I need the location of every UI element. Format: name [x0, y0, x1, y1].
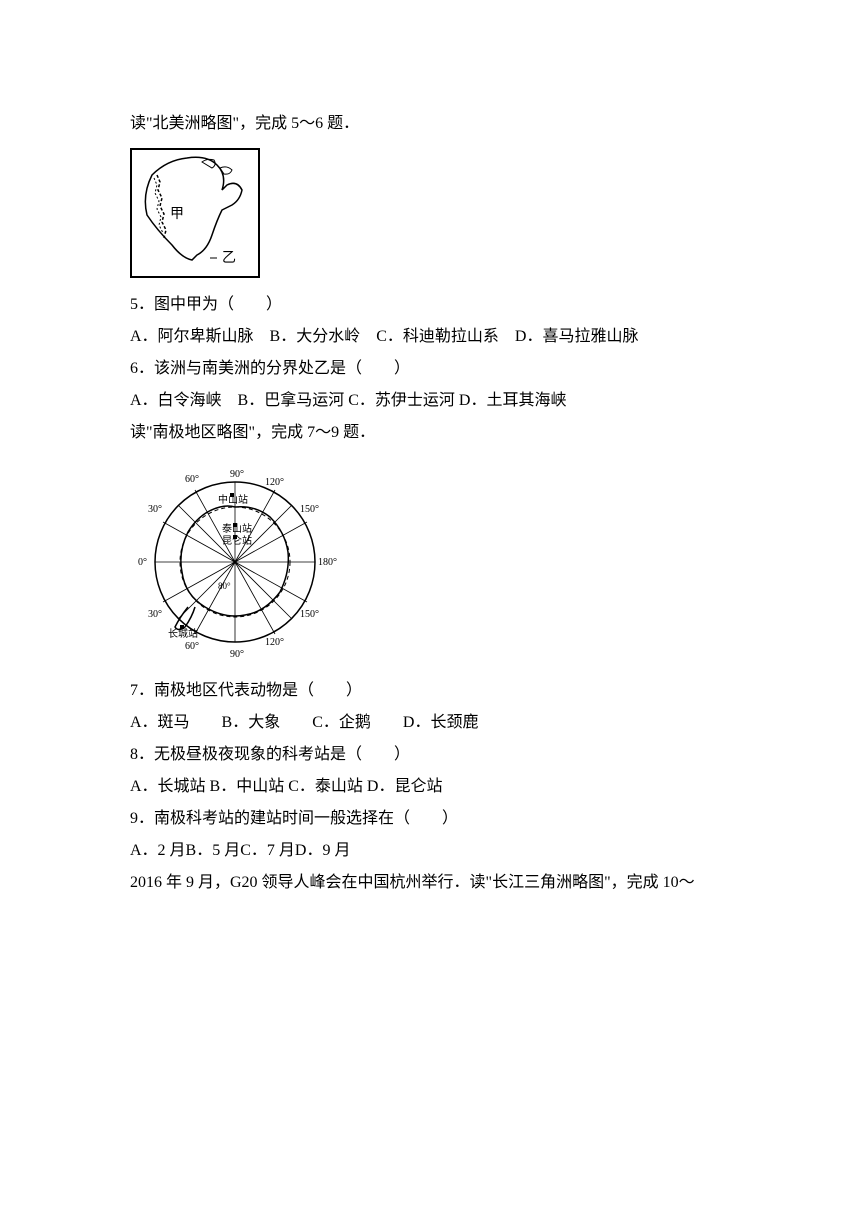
lon-120-tr: 120°: [265, 477, 284, 488]
q7-options: A．斑马 B．大象 C．企鹅 D．长颈鹿: [130, 707, 730, 739]
marker-taishan: [233, 523, 237, 527]
lon-60-bl: 60°: [185, 641, 199, 652]
lon-90-top: 90°: [230, 469, 244, 480]
q5-stem: 5．图中甲为（ ）: [130, 289, 730, 321]
marker-zhongshan: [230, 493, 234, 497]
intro-text-2: 读"南极地区略图"，完成 7～9 题．: [130, 417, 730, 449]
label-yi: 乙: [222, 250, 236, 266]
lon-60-tl: 60°: [185, 474, 199, 485]
lon-120-b: 120°: [265, 637, 284, 648]
mountain-range: [157, 175, 166, 238]
lon-30-tl: 30°: [148, 504, 162, 515]
continent-outline: [145, 157, 242, 260]
lon-150-r: 150°: [300, 504, 319, 515]
lon-30-l: 30°: [148, 609, 162, 620]
island-1: [202, 159, 215, 168]
lon-90-bottom: 90°: [230, 649, 244, 660]
q6-stem: 6．该洲与南美洲的分界处乙是（ ）: [130, 353, 730, 385]
q7-stem: 7．南极地区代表动物是（ ）: [130, 675, 730, 707]
lon-0: 0°: [138, 557, 147, 568]
intro-text-3: 2016 年 9 月，G20 领导人峰会在中国杭州举行．读"长江三角洲略图"，完…: [130, 867, 730, 899]
intro-text-1: 读"北美洲略图"，完成 5～6 题．: [130, 108, 730, 140]
lon-150-br: 150°: [300, 609, 319, 620]
north-america-map-container: 甲 乙: [130, 148, 730, 281]
marker-changcheng: [180, 625, 184, 629]
antarctica-map-container: 90° 120° 150° 180° 150° 120° 90° 60° 30°…: [130, 457, 730, 667]
lon-180: 180°: [318, 557, 337, 568]
antarctica-map: 90° 120° 150° 180° 150° 120° 90° 60° 30°…: [130, 457, 340, 667]
north-america-map: 甲 乙: [130, 148, 260, 278]
q6-options: A．白令海峡 B．巴拿马运河 C．苏伊士运河 D．土耳其海峡: [130, 385, 730, 417]
q8-stem: 8．无极昼极夜现象的科考站是（ ）: [130, 739, 730, 771]
lat-80: 80°: [218, 581, 231, 591]
marker-kunlun: [233, 535, 237, 539]
q9-options: A．2 月B．5 月C．7 月D．9 月: [130, 835, 730, 867]
q8-options: A．长城站 B．中山站 C．泰山站 D．昆仑站: [130, 771, 730, 803]
q9-stem: 9．南极科考站的建站时间一般选择在（ ）: [130, 803, 730, 835]
q5-options: A．阿尔卑斯山脉 B．大分水岭 C．科迪勒拉山系 D．喜马拉雅山脉: [130, 321, 730, 353]
label-jia: 甲: [170, 207, 184, 222]
